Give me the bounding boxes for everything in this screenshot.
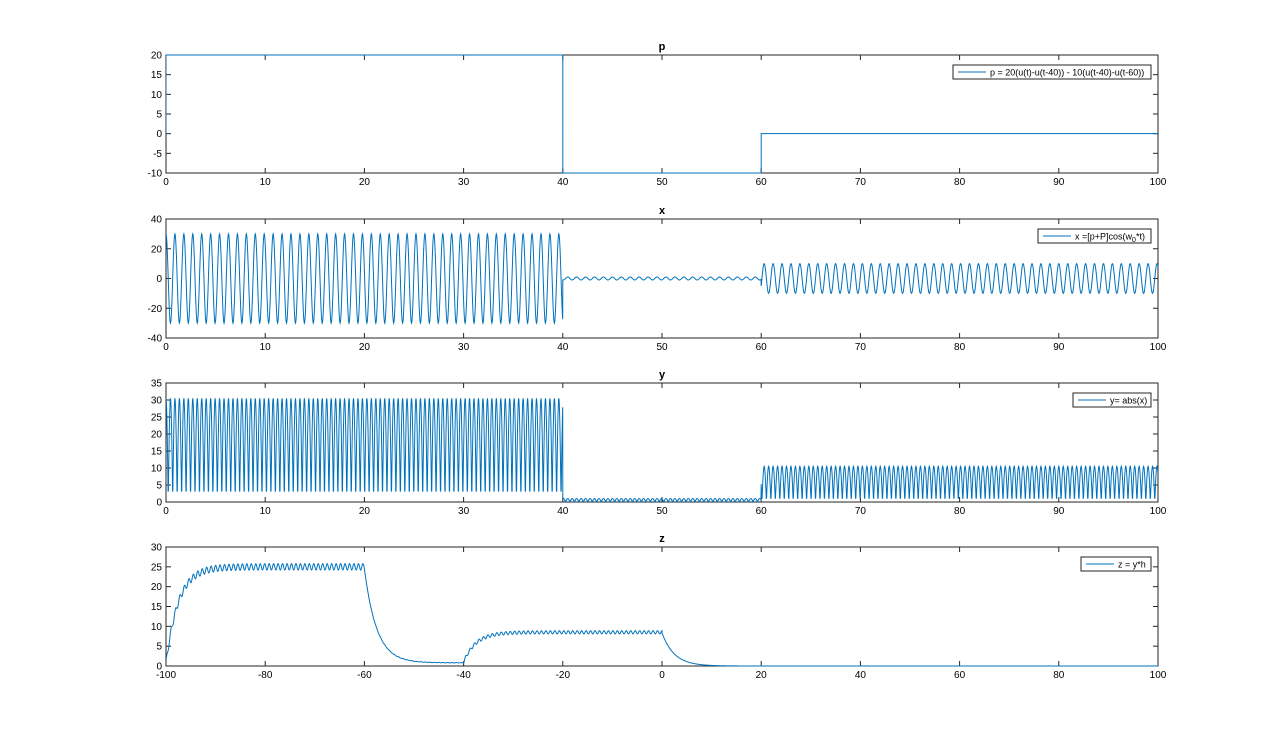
x-tick-label: 40 [557, 177, 569, 188]
x-tick-label: 60 [954, 670, 966, 681]
x-tick-label: 100 [1150, 670, 1167, 681]
x-tick-label: 80 [954, 506, 966, 517]
y-tick-label: 25 [151, 413, 163, 424]
y-tick-label: 25 [151, 562, 163, 573]
y-tick-label: 20 [151, 51, 163, 62]
chart-title-y: y [659, 369, 666, 381]
x-tick-label: 40 [557, 342, 569, 353]
y-tick-label: 15 [151, 602, 163, 613]
y-tick-label: 5 [156, 642, 162, 653]
x-tick-label: -40 [456, 670, 471, 681]
x-tick-label: 100 [1150, 506, 1167, 517]
y-tick-label: 5 [156, 110, 162, 121]
x-tick-label: 60 [756, 506, 768, 517]
x-tick-label: 100 [1150, 177, 1167, 188]
legend-z[interactable]: z = y*h [1080, 556, 1152, 572]
y-tick-label: 40 [151, 215, 163, 226]
legend-box [1072, 392, 1152, 408]
subplot-y: y 0 10 20 30 40 50 60 70 80 90 100 0 5 10 15 20 25 30 35 y= … [151, 369, 1167, 517]
y-tick-label: 20 [151, 430, 163, 441]
x-tick-label: 90 [1053, 177, 1065, 188]
y-tick-label: -40 [148, 334, 163, 345]
x-tick-label: -60 [357, 670, 372, 681]
chart-title-p: p [659, 41, 666, 53]
legend-box [952, 64, 1152, 80]
x-tick-label: 0 [163, 342, 169, 353]
x-tick-label: -20 [556, 670, 571, 681]
legend-label: y= abs(x) [1110, 396, 1147, 406]
x-tick-label: -100 [156, 670, 176, 681]
y-tick-label: 0 [156, 662, 162, 673]
x-tick-label: -80 [258, 670, 273, 681]
y-tick-label: 5 [156, 481, 162, 492]
x-tick-label: 50 [656, 342, 668, 353]
legend-box [1037, 228, 1152, 244]
series-line-x [166, 232, 1158, 325]
y-tick-label: 15 [151, 70, 163, 81]
x-tick-label: 10 [260, 342, 272, 353]
y-tick-label: 20 [151, 244, 163, 255]
x-tick-label: 0 [163, 177, 169, 188]
x-tick-label: 40 [855, 670, 867, 681]
x-tick-label: 30 [458, 177, 470, 188]
y-tick-label: 10 [151, 622, 163, 633]
x-tick-label: 30 [458, 342, 470, 353]
x-tick-label: 20 [359, 506, 371, 517]
y-tick-label: 35 [151, 379, 163, 390]
legend-p[interactable]: p = 20(u(t)-u(t-40)) - 10(u(t-40)-u(t-60… [952, 64, 1152, 80]
x-tick-label: 80 [954, 177, 966, 188]
y-tick-label: 20 [151, 582, 163, 593]
x-tick-label: 100 [1150, 342, 1167, 353]
series-line-y [166, 398, 1158, 503]
legend-label: z = y*h [1118, 560, 1146, 570]
x-tick-label: 30 [458, 506, 470, 517]
y-tick-label: 0 [156, 498, 162, 509]
x-tick-label: 20 [359, 342, 371, 353]
x-tick-label: 70 [855, 177, 867, 188]
subplot-x: x 0 10 20 30 40 50 60 70 80 90 100 -40 -20 0 20 40 x =[p+… [148, 205, 1167, 353]
subplot-z: z -100 -80 -60 -40 -20 0 20 40 60 80 100 0 5 10 15 20 25 3… [151, 533, 1167, 681]
x-tick-label: 80 [1053, 670, 1065, 681]
legend-label: x =[p+P]cos(w0*t) [1075, 232, 1145, 245]
x-tick-label: 50 [656, 506, 668, 517]
chart-title-x: x [659, 205, 666, 217]
y-tick-label: 10 [151, 464, 163, 475]
y-tick-label: -20 [148, 304, 163, 315]
x-tick-label: 50 [656, 177, 668, 188]
x-tick-label: 70 [855, 342, 867, 353]
legend-y[interactable]: y= abs(x) [1072, 392, 1152, 408]
y-tick-label: 0 [156, 274, 162, 285]
series-line-p [166, 54, 1158, 174]
y-tick-label: 10 [151, 90, 163, 101]
x-tick-label: 20 [359, 177, 371, 188]
chart-title-z: z [659, 533, 665, 545]
x-tick-label: 40 [557, 506, 569, 517]
y-tick-label: 15 [151, 447, 163, 458]
y-tick-label: 30 [151, 543, 163, 554]
y-tick-label: 0 [156, 129, 162, 140]
x-tick-label: 10 [260, 177, 272, 188]
series-line-z [166, 563, 1158, 667]
subplot-p: p 0 10 20 30 40 50 60 70 80 90 100 -10 -5 0 5 10 15 20 p = … [148, 41, 1167, 188]
y-tick-label: -10 [148, 169, 163, 180]
x-tick-label: 0 [163, 506, 169, 517]
x-tick-label: 90 [1053, 506, 1065, 517]
x-tick-label: 70 [855, 506, 867, 517]
x-tick-label: 60 [756, 342, 768, 353]
axes-box-x [165, 218, 1159, 339]
axes-box-z [165, 546, 1159, 667]
legend-x[interactable]: x =[p+P]cos(w0*t) [1037, 228, 1152, 245]
x-tick-label: 80 [954, 342, 966, 353]
legend-box [1080, 556, 1152, 572]
y-tick-label: 30 [151, 396, 163, 407]
x-tick-label: 10 [260, 506, 272, 517]
legend-label: p = 20(u(t)-u(t-40)) - 10(u(t-40)-u(t-60… [990, 68, 1144, 78]
x-tick-label: 20 [756, 670, 768, 681]
x-tick-label: 60 [756, 177, 768, 188]
x-tick-label: 0 [659, 670, 665, 681]
y-tick-label: -5 [153, 149, 162, 160]
x-tick-label: 90 [1053, 342, 1065, 353]
